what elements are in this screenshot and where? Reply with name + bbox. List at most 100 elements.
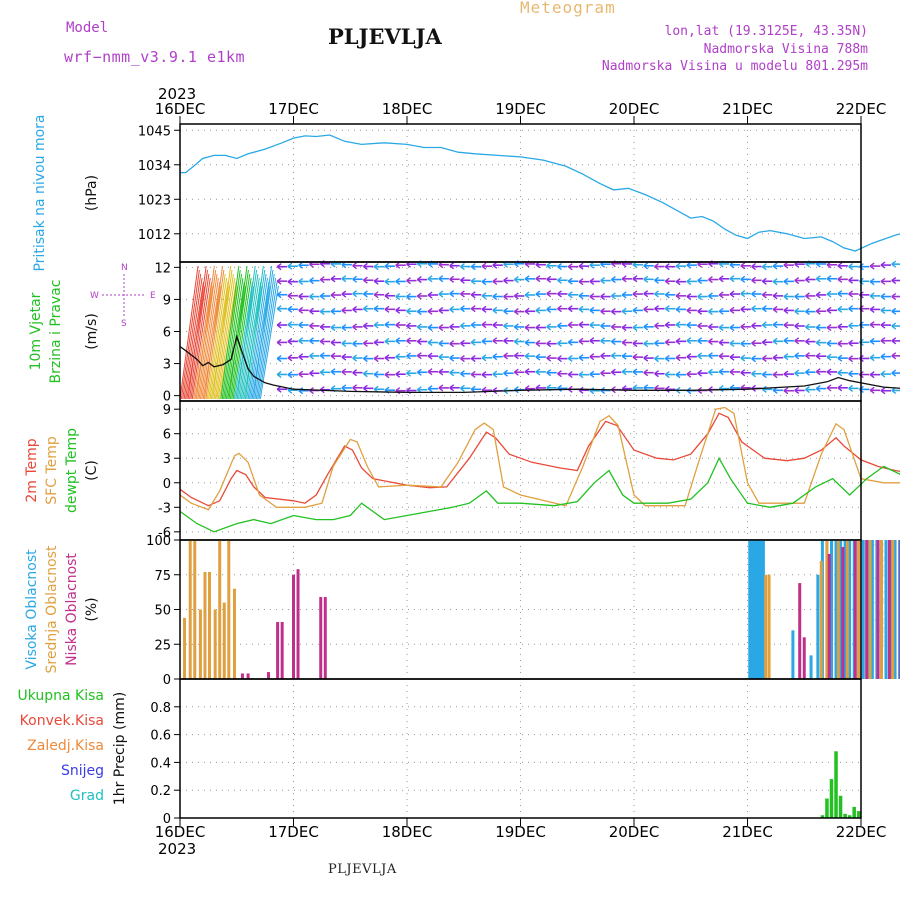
wind-arrow-head	[352, 275, 358, 283]
wind-arrow-head	[794, 307, 800, 315]
wind-arrow-head	[406, 369, 411, 377]
wind-arrow-head	[341, 324, 347, 332]
wind-barb	[228, 265, 248, 400]
wind-arrow-head	[869, 337, 875, 345]
panel-temperature: -6 -3 0 3 6 9 2m Temp SFC Temp dewpt Temp (C)	[24, 400, 900, 541]
bar	[292, 574, 295, 679]
wind-arrow-head	[729, 353, 735, 361]
wind-arrow-head	[848, 290, 854, 298]
wind-arrow-head	[686, 277, 692, 285]
wind-arrow-head	[470, 338, 476, 346]
wind-arrow-head	[330, 275, 336, 283]
wind-arrow-head	[535, 290, 541, 298]
wind-arrow-head	[578, 278, 584, 286]
y-tick-label: 25	[154, 638, 171, 653]
wind-arrow-head	[664, 277, 670, 285]
bar	[208, 571, 212, 679]
wind-arrow-head	[470, 291, 476, 299]
wind-arrow-head	[675, 292, 681, 300]
wind-arrow-head	[783, 370, 789, 378]
wind-barb	[195, 265, 215, 400]
wind-arrow-head	[675, 371, 681, 379]
wind-arrow-head	[632, 368, 638, 376]
wind-arrow-head	[686, 306, 692, 314]
wind-arrow-head	[751, 370, 756, 378]
wind-arrow-head	[708, 275, 713, 284]
bar	[761, 540, 765, 679]
y-tick-label: 0	[163, 390, 171, 405]
wind-arrow-head	[557, 290, 562, 298]
bar	[280, 622, 284, 679]
wind-arrow-head	[309, 369, 314, 377]
bar	[841, 546, 845, 679]
y-axis-label: dewpt Temp	[64, 428, 80, 513]
wind-arrow-head	[600, 322, 606, 330]
bar	[296, 569, 300, 679]
wind-arrow-head	[492, 321, 498, 329]
wind-arrow-head	[686, 337, 692, 345]
wind-arrow-head	[708, 323, 713, 331]
y-axis-label: 10m Vjetar	[28, 292, 44, 370]
wind-arrow-head	[309, 352, 314, 360]
wind-barb	[221, 269, 241, 400]
wind-arrow-head	[535, 275, 541, 283]
wind-arrow-head	[848, 276, 854, 284]
wind-arrow-head	[341, 275, 347, 283]
wind-arrow-head	[578, 371, 584, 379]
wind-arrow-head	[481, 292, 487, 300]
x-tick-label-top: 16DEC	[155, 100, 206, 118]
wind-arrow-head	[395, 337, 401, 345]
wind-barb	[220, 265, 240, 400]
bar	[870, 540, 874, 679]
y-axis-label: Visoka Oblacnost	[24, 549, 40, 670]
bar	[843, 540, 847, 679]
wind-arrow-head	[373, 354, 379, 363]
wind-arrow-head	[869, 386, 875, 394]
wind-arrow-head	[395, 321, 401, 329]
wind-arrow-head	[751, 290, 756, 298]
y-tick-label: 9	[163, 403, 171, 418]
wind-arrow-head	[406, 293, 411, 301]
wind-arrow-head	[384, 371, 390, 379]
wind-arrow-head	[546, 323, 552, 331]
wind-arrow-head	[697, 293, 703, 301]
wind-arrow-head	[718, 368, 724, 376]
wind-arrow-head	[557, 322, 562, 330]
wind-arrow-head	[373, 277, 379, 285]
coords-label: lon,lat (19.3125E, 43.35N)	[664, 24, 869, 39]
wind-arrow-head	[513, 276, 519, 284]
wind-arrow-head	[600, 307, 606, 315]
wind-arrow-head	[384, 278, 390, 286]
wind-arrow-head	[276, 305, 282, 313]
wind-arrow-head	[481, 278, 487, 286]
wind-barb	[247, 273, 267, 400]
wind-barb	[216, 277, 236, 400]
wind-arrow-head	[815, 368, 821, 376]
wind-arrow-head	[848, 339, 854, 347]
bar	[825, 798, 829, 818]
wind-arrow-head	[427, 307, 433, 315]
wind-arrow-head	[880, 337, 886, 345]
wind-arrow-head	[309, 322, 314, 330]
wind-arrow-head	[567, 370, 573, 379]
wind-arrow-head	[708, 352, 713, 360]
wind-arrow-head	[751, 262, 756, 271]
wind-arrow-head	[794, 322, 800, 330]
wind-arrow-head	[352, 354, 358, 362]
wind-arrow-head	[589, 353, 595, 361]
wind-arrow-head	[460, 322, 465, 330]
wind-arrow-head	[524, 339, 530, 347]
wind-arrow-head	[751, 322, 756, 330]
wind-arrow-head	[503, 277, 509, 285]
series-line	[179, 334, 900, 394]
wind-arrow-head	[751, 305, 756, 313]
wind-barb	[197, 269, 217, 400]
wind-arrow-head	[309, 277, 314, 285]
wind-arrow-head	[783, 306, 789, 314]
wind-arrow-head	[664, 354, 670, 363]
wind-arrow-head	[578, 337, 584, 345]
bar	[764, 574, 768, 679]
wind-arrow-head	[341, 306, 347, 315]
compass-e: E	[150, 291, 156, 301]
wind-arrow-head	[794, 276, 800, 285]
